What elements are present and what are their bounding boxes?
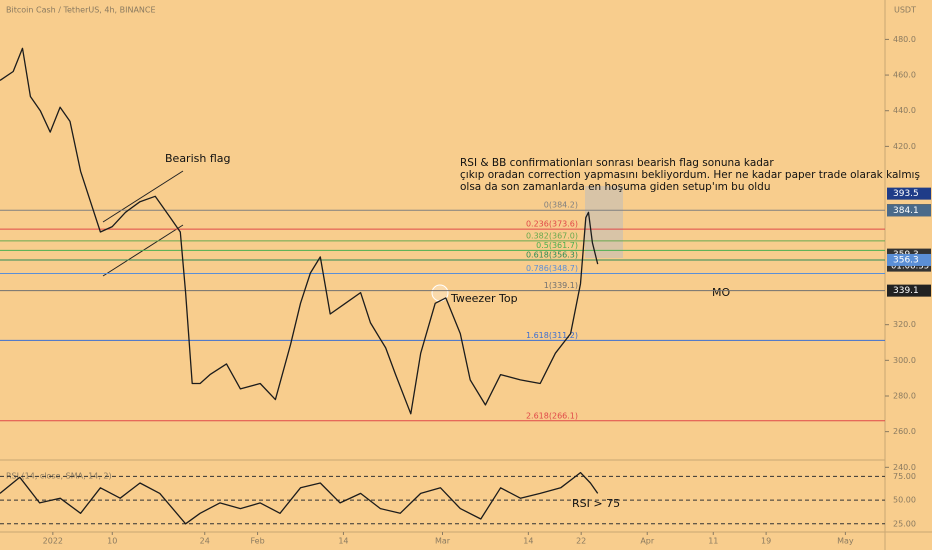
x-tick-label: May xyxy=(837,537,854,546)
annotation: çıkıp oradan correction yapmasını bekliy… xyxy=(460,169,920,181)
price-badge-label: 384.1 xyxy=(893,206,919,216)
x-tick-label: 14 xyxy=(338,537,348,546)
fib-label: 0.618(356.3) xyxy=(526,250,578,259)
x-tick-label: 11 xyxy=(708,537,718,546)
countdown-bg xyxy=(887,260,931,272)
currency: USDT xyxy=(894,6,916,15)
price-badge xyxy=(887,284,931,297)
y-tick-label: 260.0 xyxy=(893,427,916,436)
annotation: RSI > 75 xyxy=(572,497,620,510)
x-tick-label: 14 xyxy=(523,537,533,546)
x-tick-label: 22 xyxy=(576,537,586,546)
y-tick-label: 50.00 xyxy=(893,496,916,505)
x-tick-label: 10 xyxy=(107,537,117,546)
y-tick-label: 300.0 xyxy=(893,356,916,365)
x-tick-label: 19 xyxy=(761,537,771,546)
annotation: Tweezer Top xyxy=(450,292,518,305)
fib-label: 0.786(348.7) xyxy=(526,264,578,273)
y-tick-label: 480.0 xyxy=(893,35,916,44)
price-line xyxy=(0,47,599,415)
chart-title: Bitcoin Cash / TetherUS, 4h, BINANCE xyxy=(6,6,156,15)
fib-label: 0.5(361.7) xyxy=(536,241,578,250)
flag-line xyxy=(102,170,184,223)
price-badge-label: 393.5 xyxy=(893,189,919,199)
rsi-line xyxy=(0,471,599,525)
y-tick-label: 420.0 xyxy=(893,142,916,151)
price-badge xyxy=(887,204,931,217)
fib-label: 0(384.2) xyxy=(544,201,578,210)
price-badge xyxy=(887,187,931,200)
annotation: Bearish flag xyxy=(165,152,230,165)
x-tick-label: 2022 xyxy=(43,537,63,546)
annotation: olsa da son zamanlarda en hoşuma giden s… xyxy=(460,181,771,193)
x-tick-label: Feb xyxy=(250,537,264,546)
x-tick-label: 24 xyxy=(200,537,210,546)
y-tick-label: 75.00 xyxy=(893,472,916,481)
annotation: MO xyxy=(712,286,730,299)
countdown: 01:08:55 xyxy=(891,262,929,272)
price-badge-label: 356.3 xyxy=(893,255,919,265)
range-box xyxy=(585,186,623,258)
y-tick-label: 25.00 xyxy=(893,519,916,528)
x-tick-label: Apr xyxy=(640,537,655,546)
fib-label: 1(339.1) xyxy=(544,281,578,290)
price-badge xyxy=(887,253,931,266)
y-tick-label: 240.0 xyxy=(893,463,916,472)
y-tick-label: 320.0 xyxy=(893,320,916,329)
fib-label: 2.618(266.1) xyxy=(526,411,578,420)
y-tick-label: 440.0 xyxy=(893,106,916,115)
fib-label: 1.618(311.2) xyxy=(526,331,578,340)
price-badge-label: 339.1 xyxy=(893,286,919,296)
y-tick-label: 280.0 xyxy=(893,391,916,400)
annotation: RSI & BB confirmationları sonrası bearis… xyxy=(460,157,774,169)
fib-label: 0.382(367.0) xyxy=(526,231,578,240)
y-tick-label: 460.0 xyxy=(893,71,916,80)
x-tick-label: Mar xyxy=(435,537,451,546)
fib-label: 0.236(373.6) xyxy=(526,220,578,229)
